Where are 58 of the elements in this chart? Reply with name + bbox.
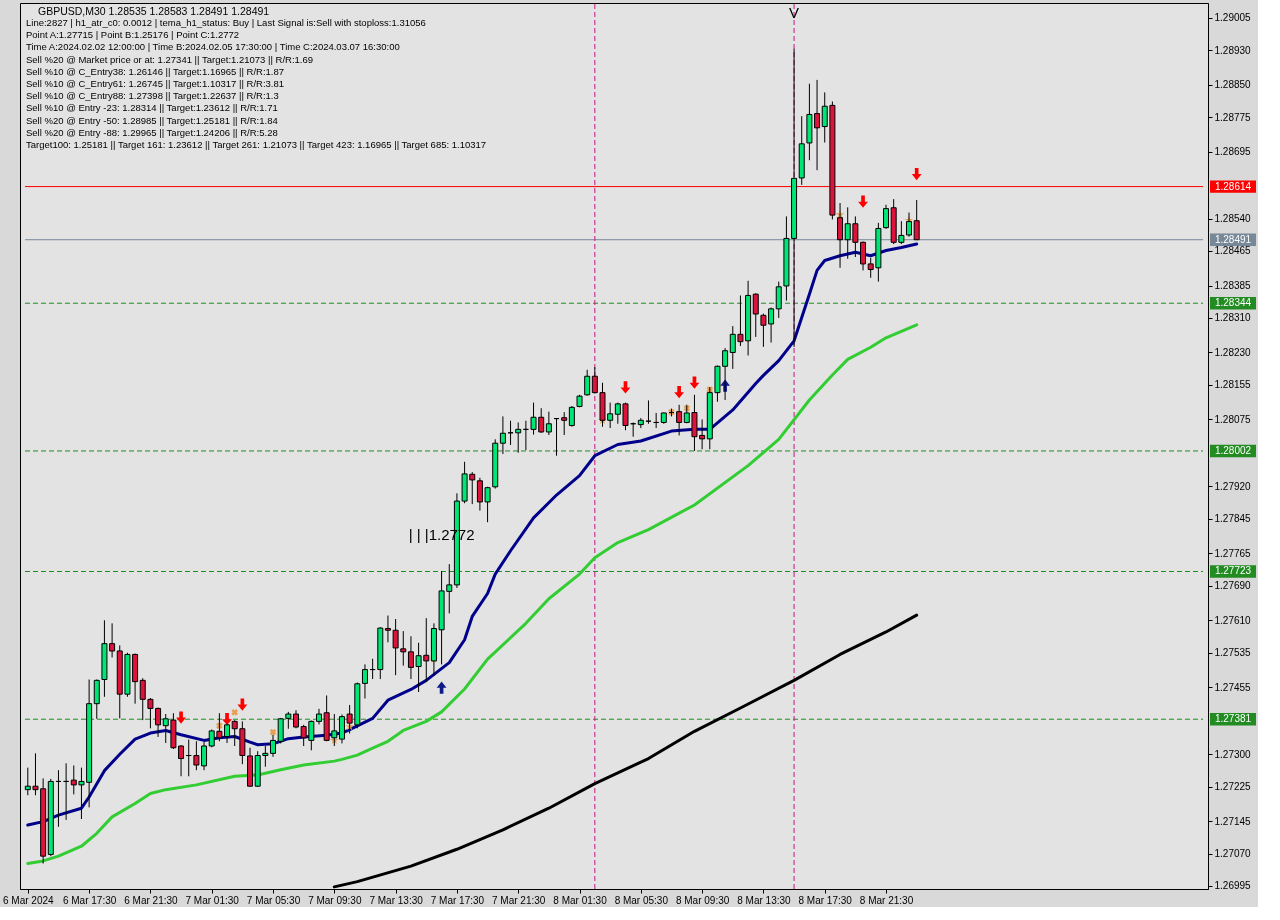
y-tick-label: 1.27455 [1214, 681, 1252, 693]
y-tick-label: 1.27145 [1214, 815, 1252, 827]
x-tick-label: 8 Mar 09:30 [675, 894, 730, 906]
y-tick-label: 1.27610 [1214, 614, 1252, 626]
annotation: Sell %10 @ C_Entry88: 1.27398 || Target:1.22637 || R/R:1.3 [26, 90, 279, 102]
y-tick-label: 1.27225 [1214, 781, 1252, 793]
annotation: Line:2827 | h1_atr_c0: 0.0012 | tema_h1_status: Buy | Last Signal is:Sell with stoploss:1.31056 [26, 17, 426, 28]
x-tick-label: 8 Mar 17:30 [798, 894, 853, 906]
ref-line-label: 1.27381 [1214, 713, 1252, 725]
annotation: Sell %10 @ C_Entry61: 1.26745 || Target:1.10317 || R/R:3.81 [26, 78, 285, 89]
ref-line-label: 1.28002 [1214, 444, 1252, 456]
y-tick-label: 1.28075 [1214, 413, 1252, 425]
annotation: Sell %10 @ Entry -23: 1.28314 || Target:1.23612 || R/R:1.71 [26, 102, 278, 114]
y-tick-label: 1.28695 [1214, 146, 1252, 158]
ref-line-label: 1.28344 [1214, 297, 1252, 309]
ref-line-label: 1.27723 [1214, 565, 1252, 577]
y-tick-label: 1.28540 [1214, 213, 1252, 225]
x-tick-label: 6 Mar 17:30 [62, 894, 117, 906]
y-tick-label: 1.27535 [1214, 647, 1252, 659]
x-tick-label: 8 Mar 01:30 [553, 894, 608, 906]
x-tick-label: 7 Mar 13:30 [369, 894, 424, 906]
y-tick-label: 1.27070 [1214, 848, 1252, 860]
annotation: Target100: 1.25181 || Target 161: 1.23612 || Target 261: 1.21073 || Target 423: 1.16965 || Target 685: 1.10317 [26, 139, 487, 150]
annotation: Sell %10 @ C_Entry38: 1.26146 || Target:1.16965 || R/R:1.87 [26, 65, 285, 77]
y-tick-label: 1.28385 [1214, 280, 1252, 292]
x-tick-label: 7 Mar 21:30 [492, 894, 546, 906]
annotation: Sell %20 @ Entry -50: 1.28985 || Target:1.25181 || R/R:1.84 [26, 114, 278, 126]
y-tick-label: 1.27765 [1214, 547, 1252, 559]
ref-line-label: 1.28491 [1214, 233, 1252, 245]
y-tick-label: 1.28930 [1214, 44, 1252, 56]
annotation: Sell %20 @ Market price or at: 1.27341 || Target:1.21073 || R/R:1.69 [26, 53, 314, 65]
y-tick-label: 1.28310 [1214, 312, 1252, 324]
x-tick-label: 8 Mar 13:30 [737, 894, 792, 906]
annotation: V [789, 3, 800, 21]
ref-line-label: 1.28614 [1214, 180, 1252, 192]
x-tick-label: 8 Mar 21:30 [859, 894, 914, 906]
annotation: Time A:2024.02.02 12:00:00 | Time B:2024.02.05 17:30:00 | Time C:2024.03.07 16:30:00 [26, 41, 400, 53]
x-tick-label: 8 Mar 05:30 [614, 894, 669, 906]
chart-title: GBPUSD,M30 1.28535 1.28583 1.28491 1.28491 [38, 5, 270, 17]
annotation: Sell %20 @ Entry -88: 1.29965 || Target:1.24206 || R/R:5.28 [26, 126, 278, 138]
x-tick-label: 6 Mar 2024 [3, 894, 55, 906]
y-tick-label: 1.28850 [1214, 79, 1252, 91]
y-tick-label: 1.27845 [1214, 513, 1252, 525]
x-tick-label: 7 Mar 05:30 [246, 894, 301, 906]
y-tick-label: 1.26995 [1214, 880, 1252, 892]
x-tick-label: 7 Mar 01:30 [185, 894, 240, 906]
y-tick-label: 1.27920 [1214, 480, 1252, 492]
y-tick-label: 1.27300 [1214, 748, 1252, 760]
x-tick-label: 7 Mar 09:30 [308, 894, 362, 906]
y-tick-label: 1.29005 [1214, 12, 1252, 24]
x-tick-label: 6 Mar 21:30 [124, 894, 179, 906]
y-tick-label: 1.28775 [1214, 111, 1252, 123]
y-tick-label: 1.28155 [1214, 379, 1252, 391]
annotation: Point A:1.27715 | Point B:1.25176 | Point C:1.2772 [26, 29, 240, 41]
x-tick-label: 7 Mar 17:30 [430, 894, 485, 906]
y-tick-label: 1.27690 [1214, 580, 1252, 592]
y-tick-label: 1.28230 [1214, 346, 1252, 358]
y-tick-label: 1.28465 [1214, 245, 1252, 257]
